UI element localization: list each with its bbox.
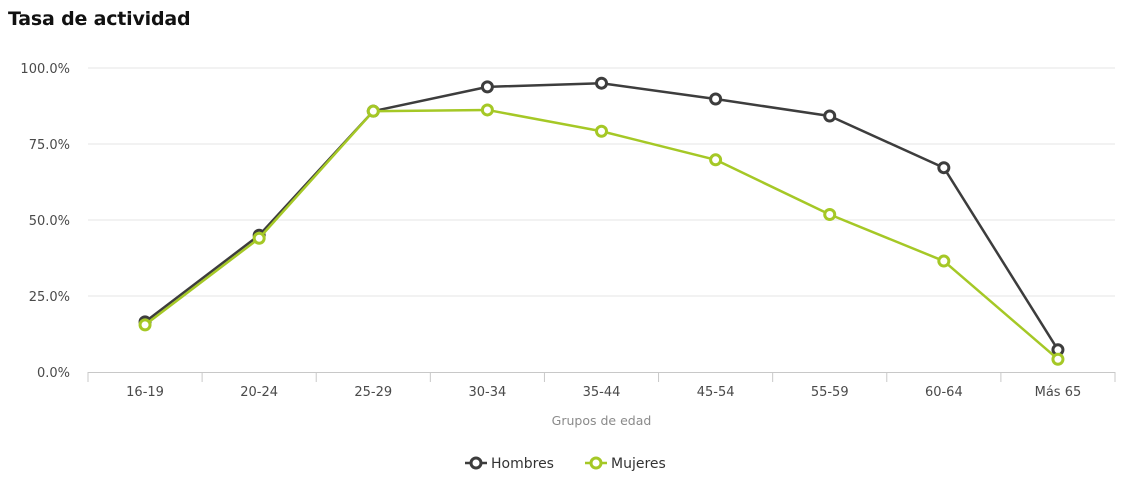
data-point[interactable] bbox=[937, 254, 951, 268]
legend-item-mujeres[interactable]: Mujeres bbox=[585, 456, 666, 472]
data-point[interactable] bbox=[595, 124, 608, 138]
series-lines bbox=[138, 76, 1065, 366]
x-tick-label: 16-19 bbox=[126, 385, 164, 400]
data-point[interactable] bbox=[595, 76, 608, 90]
data-point[interactable] bbox=[252, 231, 266, 245]
data-point[interactable] bbox=[366, 104, 380, 118]
series-line bbox=[144, 81, 1060, 351]
y-tick-label: 50.0% bbox=[29, 214, 70, 229]
data-point[interactable] bbox=[823, 208, 837, 222]
y-tick-label: 25.0% bbox=[29, 290, 70, 305]
data-point[interactable] bbox=[480, 80, 494, 94]
x-tick-label: 60-64 bbox=[925, 385, 963, 400]
grid-lines bbox=[88, 67, 1115, 297]
data-point[interactable] bbox=[709, 153, 723, 167]
x-axis-title: Grupos de edad bbox=[552, 413, 652, 428]
y-tick-label: 75.0% bbox=[29, 138, 70, 153]
data-point[interactable] bbox=[480, 103, 494, 117]
series-line bbox=[144, 108, 1059, 361]
x-axis bbox=[87, 372, 1116, 382]
x-tick-label: 45-54 bbox=[697, 385, 735, 400]
data-point[interactable] bbox=[937, 161, 951, 175]
x-axis-labels: 16-19 20-24 25-29 30-34 35-44 45-54 55-59 60-64… bbox=[126, 385, 1081, 400]
legend-item-hombres[interactable]: Hombres bbox=[465, 456, 554, 472]
data-point[interactable] bbox=[138, 318, 152, 332]
legend-label: Mujeres bbox=[611, 456, 666, 472]
data-point[interactable] bbox=[1051, 352, 1065, 366]
x-tick-label: 20-24 bbox=[240, 385, 278, 400]
x-tick-label: 25-29 bbox=[354, 385, 392, 400]
legend: Hombres Mujeres bbox=[465, 456, 666, 472]
y-tick-label: 100.0% bbox=[20, 62, 70, 77]
data-point[interactable] bbox=[709, 92, 723, 106]
series-mujeres bbox=[138, 103, 1065, 366]
x-tick-label: 35-44 bbox=[583, 385, 621, 400]
x-tick-label: Más 65 bbox=[1035, 385, 1082, 400]
data-point[interactable] bbox=[823, 109, 837, 123]
legend-marker-icon bbox=[469, 456, 483, 470]
y-tick-label: 0.0% bbox=[37, 366, 70, 381]
legend-marker-icon bbox=[589, 456, 603, 470]
legend-label: Hombres bbox=[491, 456, 554, 472]
y-axis-labels: 0.0% 25.0% 50.0% 75.0% 100.0% bbox=[20, 62, 70, 381]
x-tick-label: 30-34 bbox=[468, 385, 506, 400]
x-tick-label: 55-59 bbox=[811, 385, 849, 400]
chart-title: Tasa de actividad bbox=[8, 8, 191, 30]
